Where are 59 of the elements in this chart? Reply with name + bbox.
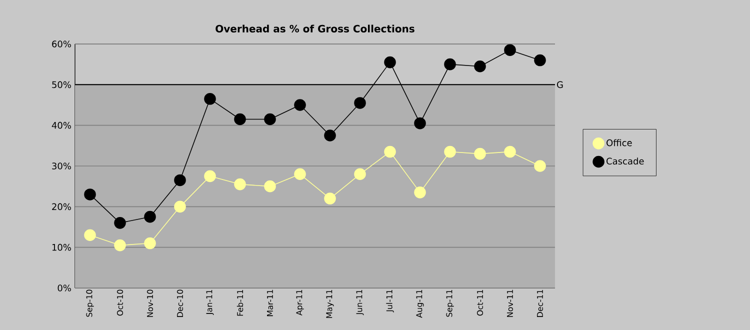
y-tick-label: 30% bbox=[52, 162, 71, 170]
point bbox=[174, 174, 186, 186]
point bbox=[234, 113, 246, 126]
point bbox=[324, 192, 336, 204]
x-tick-label: Oct-11 bbox=[476, 290, 484, 316]
point bbox=[474, 148, 486, 160]
x-tick-label: Sep-11 bbox=[446, 290, 454, 317]
point bbox=[294, 99, 306, 111]
point bbox=[114, 239, 126, 252]
x-tick-label: Dec-11 bbox=[537, 290, 543, 317]
point bbox=[84, 229, 96, 242]
x-tick-label: Nov-11 bbox=[507, 290, 513, 317]
point bbox=[414, 186, 426, 198]
point bbox=[144, 237, 156, 250]
point bbox=[204, 170, 216, 182]
x-tick-label: Jul-11 bbox=[386, 290, 394, 312]
point bbox=[384, 56, 396, 68]
point bbox=[294, 168, 306, 180]
legend-label: Office bbox=[606, 139, 632, 146]
y-tick-label: 10% bbox=[52, 244, 71, 251]
y-tick-label: 0% bbox=[58, 284, 71, 292]
point bbox=[504, 44, 516, 56]
point bbox=[534, 54, 546, 66]
chart-title: Overhead as % of Gross Collections bbox=[216, 24, 414, 32]
point bbox=[504, 146, 516, 158]
point bbox=[264, 180, 276, 192]
point bbox=[444, 58, 456, 70]
y-tick-label: 60% bbox=[52, 40, 71, 48]
x-tick-label: Jun-11 bbox=[356, 290, 364, 316]
x-tick-label: Apr-11 bbox=[296, 290, 304, 316]
point bbox=[84, 188, 96, 200]
x-tick-label: Aug-11 bbox=[416, 290, 424, 318]
point bbox=[204, 93, 216, 105]
x-tick-label: Oct-10 bbox=[116, 290, 124, 316]
point bbox=[414, 117, 426, 130]
point bbox=[384, 146, 396, 158]
x-tick-label: Jan-11 bbox=[206, 290, 214, 316]
legend-label: Cascade bbox=[606, 158, 644, 165]
x-tick-label: May-11 bbox=[326, 290, 334, 318]
x-tick-label: Sep-10 bbox=[86, 290, 94, 317]
y-tick-label: 20% bbox=[52, 203, 71, 210]
point bbox=[144, 210, 156, 223]
x-tick-label: Mar-11 bbox=[267, 290, 273, 316]
y-tick-label: 50% bbox=[52, 81, 71, 88]
point bbox=[354, 168, 366, 180]
point bbox=[324, 130, 336, 142]
point bbox=[534, 160, 546, 172]
x-tick-label: Dec-10 bbox=[176, 290, 184, 317]
point bbox=[444, 146, 456, 158]
point bbox=[264, 113, 276, 126]
x-tick-label: Feb-11 bbox=[236, 290, 244, 316]
point bbox=[234, 178, 246, 190]
point bbox=[174, 200, 186, 213]
point bbox=[354, 97, 366, 109]
ref-line-label: G bbox=[557, 81, 563, 88]
y-tick-label: 40% bbox=[52, 122, 71, 129]
point bbox=[474, 60, 486, 72]
x-tick-label: Nov-10 bbox=[146, 290, 154, 317]
point bbox=[114, 217, 126, 229]
